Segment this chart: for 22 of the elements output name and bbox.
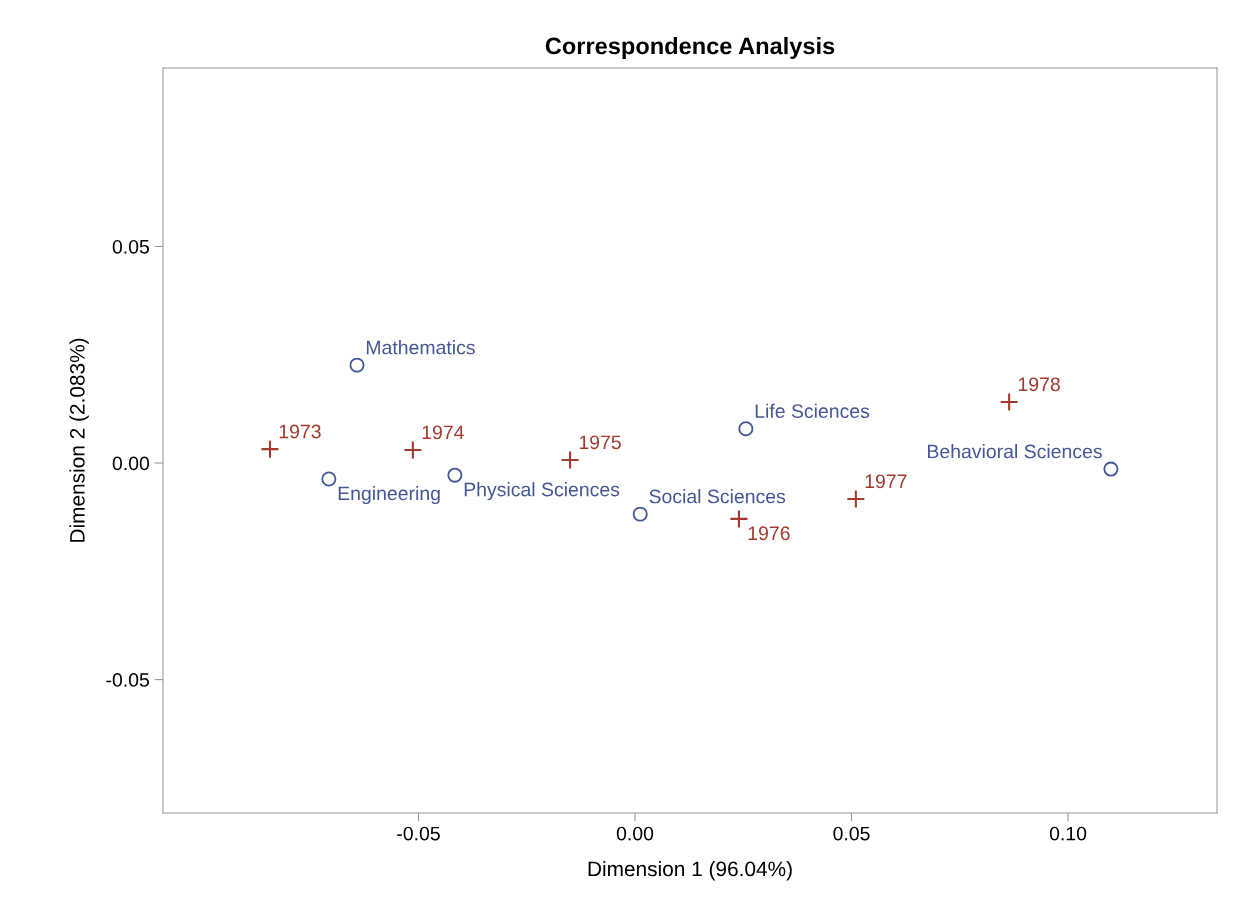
x-tick-label: 0.10 — [1049, 826, 1087, 841]
annotation: Physical Sciences — [464, 482, 620, 501]
x-tick-label: -0.05 — [397, 826, 440, 841]
annotation: 1976 — [748, 526, 790, 541]
annotation: 1978 — [1018, 377, 1060, 392]
annotation: Behavioral Sciences — [928, 444, 1102, 459]
y-tick-label: 0.00 — [112, 456, 150, 471]
annotation: 1977 — [865, 474, 907, 489]
x-axis-title: Dimension 1 (96.04%) — [588, 860, 792, 881]
x-tick-label: 0.05 — [833, 826, 870, 841]
annotation: Engineering — [338, 485, 440, 505]
annotation: 1975 — [579, 435, 621, 450]
x-tick-label: 0.00 — [616, 826, 654, 841]
chart-title: Correspondence Analysis — [545, 37, 835, 60]
annotation: Life Sciences — [755, 403, 870, 419]
annotation: 1973 — [279, 424, 321, 439]
annotation: Social Sciences — [649, 489, 786, 504]
annotation: 1974 — [422, 425, 464, 440]
annotation: Mathematics — [366, 340, 475, 355]
y-tick-label: 0.05 — [112, 239, 149, 254]
y-tick-label: -0.05 — [106, 673, 149, 687]
y-axis-title: Dimension 2 (2.083%) — [69, 338, 89, 542]
